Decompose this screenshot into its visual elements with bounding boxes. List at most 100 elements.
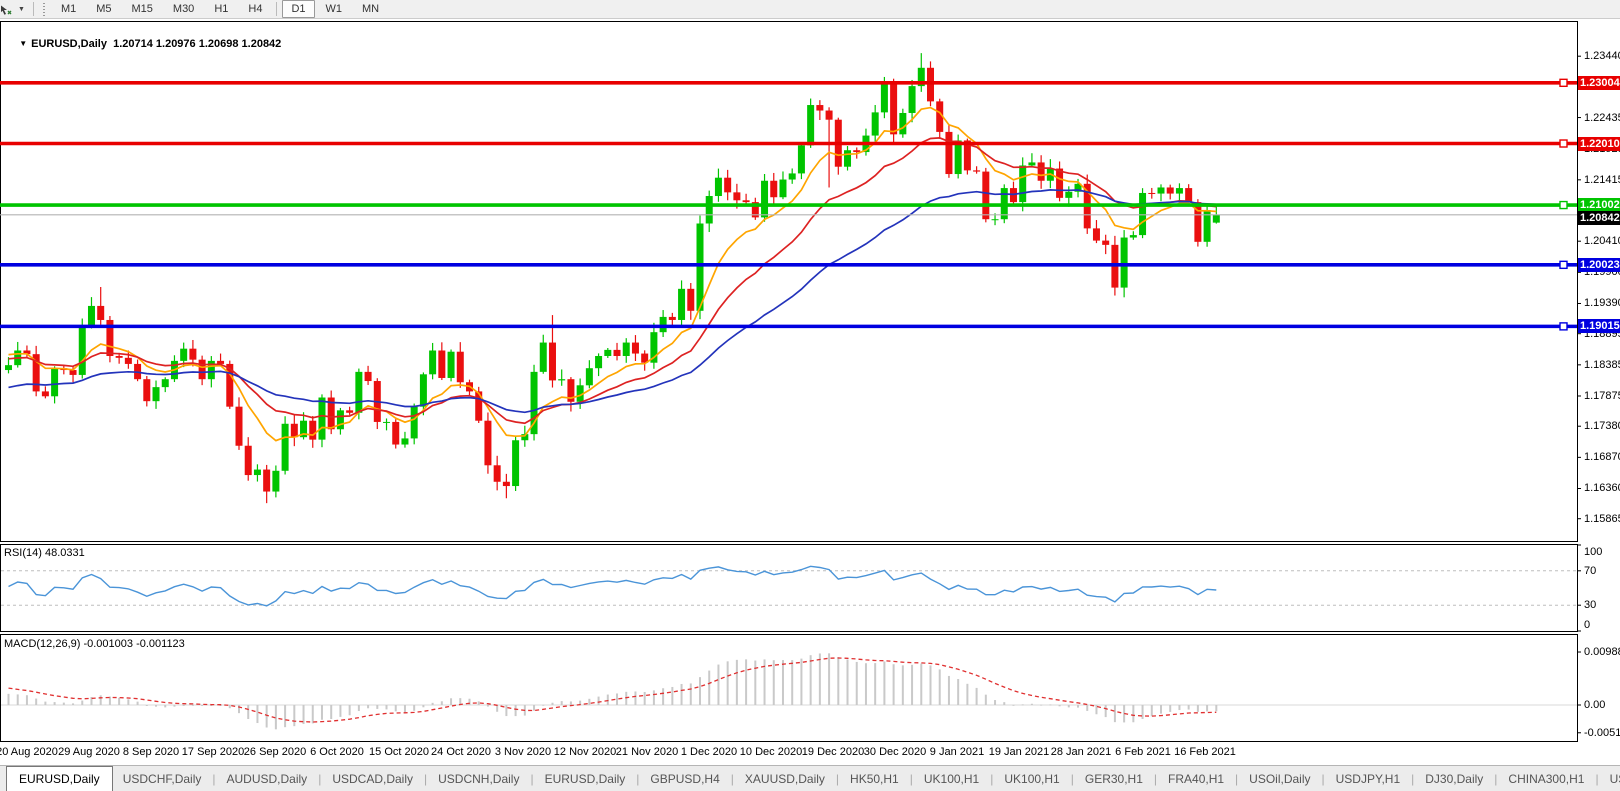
x-axis-label: 10 Dec 2020 [739,746,803,758]
y-axis-tick-label: 1.17875 [1584,389,1620,402]
toolbar-separator [276,2,278,16]
chart-tab-bar: EURUSD,Daily USDCHF,Daily | AUDUSD,Daily | US… [0,765,1620,791]
y-axis-tick-label: 1.18385 [1584,358,1620,371]
y-axis-tick-label: 1.23440 [1584,50,1620,63]
price-level-badge: 1.22010 [1578,136,1620,151]
dropdown-caret-icon[interactable]: ▼ [18,5,25,13]
x-axis-label: 6 Feb 2021 [1115,746,1171,758]
chart-tab-DJ30-Daily[interactable]: DJ30,Daily [1425,772,1484,786]
tab-separator: | [424,772,428,786]
y-axis-tick-label: 1.16870 [1584,451,1620,464]
tab-separator: | [909,772,913,786]
x-axis-label: 8 Sep 2020 [122,746,180,758]
x-axis-label: 24 Oct 2020 [431,746,491,758]
date-axis: 20 Aug 2020 29 Aug 2020 8 Sep 2020 17 Sep 2… [0,743,1577,764]
moving-average-mid [8,137,1217,425]
chart-tab-EURUSD-Daily[interactable]: EURUSD,Daily [544,772,626,786]
chart-tab-USDCAD-Daily[interactable]: USDCAD,Daily [332,772,413,786]
timeframe-button-MN[interactable]: MN [362,3,380,15]
x-axis-label: 16 Feb 2021 [1174,746,1236,758]
tab-separator: | [530,772,534,786]
price-level-badge: 1.21002 [1578,198,1620,213]
timeframe-button-W1[interactable]: W1 [325,3,343,15]
chart-tab-UK100-H1[interactable]: UK100,H1 [1004,772,1060,786]
tab-separator: | [1411,772,1415,786]
chart-tab-UK100-H1[interactable]: UK100,H1 [923,772,980,786]
level-line-handle[interactable] [1559,78,1568,88]
chart-tab-FRA40-H1[interactable]: FRA40,H1 [1168,772,1225,786]
y-axis-tick-label: 1.20410 [1584,235,1620,248]
chart-tab-GER30-H1[interactable]: GER30,H1 [1084,772,1143,786]
chart-tab-CHINA300-H1[interactable]: CHINA300,H1 [1508,772,1585,786]
timeframe-button-D1[interactable]: D1 [282,0,315,18]
timeframe-button-M1[interactable]: M1 [60,3,77,15]
tab-separator: | [730,772,734,786]
current-price-badge: 1.20842 [1578,210,1620,225]
tab-separator: | [318,772,322,786]
timeframe-button-M5[interactable]: M5 [96,3,112,15]
x-axis-label: 19 Jan 2021 [988,746,1050,758]
timeframe-toolbar: ▼ M1 M5 M15 M30 H1 H4 D1 W1 MN [0,0,1620,19]
macd-indicator-label: MACD(12,26,9) -0.001003 -0.001123 [4,638,185,650]
tab-separator: | [990,772,994,786]
x-axis-label: 17 Sep 2020 [181,746,245,758]
y-axis-tick-label: 1.19390 [1584,297,1620,310]
x-axis-label: 12 Nov 2020 [553,746,617,758]
tab-separator: | [1235,772,1239,786]
level-line-handle[interactable] [1559,139,1568,148]
toolbar-separator [32,2,34,16]
x-axis-label: 20 Aug 2020 [0,746,58,758]
timeframe-button-M15[interactable]: M15 [131,3,153,15]
timeframe-button-M30[interactable]: M30 [172,3,195,15]
chart-tab-USDCHF-Daily[interactable]: USDCHF,Daily [122,772,202,786]
timeframe-button-H1[interactable]: H1 [214,3,229,15]
chart-tab-USDCNH-Daily[interactable]: USDCNH,Daily [438,772,520,786]
y-axis-tick-label: 1.16360 [1584,482,1620,495]
tab-separator: | [1153,772,1158,786]
chart-tab-AUDUSD-Daily[interactable]: AUDUSD,Daily [226,772,308,786]
price-level-badge: 1.23004 [1578,75,1620,90]
chart-tab-XAUUSD-Daily[interactable]: XAUUSD,Daily [744,772,825,786]
macd-scale-label: -0.005182 [1584,726,1620,739]
x-axis-label: 19 Dec 2020 [801,746,865,758]
y-axis-tick-label: 1.17380 [1584,420,1620,433]
level-line-handle[interactable] [1559,322,1568,331]
chart-cursor-tool-icon[interactable]: ▼ [0,1,29,17]
x-axis-label: 6 Oct 2020 [310,746,364,758]
toolbar-drag-handle[interactable] [41,2,47,16]
tab-separator: | [212,772,216,786]
tab-separator: | [1321,772,1325,786]
rsi-scale-label: 0 [1584,619,1591,631]
price-level-badge: 1.20023 [1578,257,1620,272]
chart-tab-EURUSD-Daily[interactable]: EURUSD,Daily [6,766,113,791]
y-axis-tick-label: 1.21415 [1584,173,1620,186]
chart-tab-USC[interactable]: USC [1609,772,1620,786]
collapse-arrow-icon[interactable]: ▼ [19,39,28,48]
chart-tab-HK50-H1[interactable]: HK50,H1 [850,772,899,786]
level-line-handle[interactable] [1559,200,1568,210]
x-axis-label: 29 Aug 2020 [58,746,120,758]
x-axis-label: 26 Sep 2020 [243,746,307,758]
moving-average-fast [8,106,1217,442]
chart-tabs: EURUSD,Daily USDCHF,Daily | AUDUSD,Daily | US… [0,766,1620,791]
y-axis-tick-label: 1.15865 [1584,512,1620,525]
tab-separator: | [1070,772,1074,786]
y-axis-tick-label: 1.22435 [1584,111,1620,124]
panel-frame [0,21,1578,542]
rsi-scale-label: 70 [1584,564,1597,577]
x-axis-label: 1 Dec 2020 [680,746,738,758]
chart-tab-USDJPY-H1[interactable]: USDJPY,H1 [1335,772,1401,786]
timeframe-button-H4[interactable]: H4 [248,3,263,15]
chart-tab-GBPUSD-H4[interactable]: GBPUSD,H4 [650,772,720,786]
x-axis-label: 30 Dec 2020 [863,746,927,758]
macd-scale-label: 0.009885 [1584,646,1620,659]
level-line-handle[interactable] [1559,260,1568,270]
rsi-line [8,565,1217,607]
chart-symbol-period: EURUSD,Daily [31,38,107,50]
chart-canvas[interactable] [0,0,1620,765]
x-axis-label: 3 Nov 2020 [494,746,552,758]
chart-tab-USOil-Daily[interactable]: USOil,Daily [1249,772,1311,786]
panel-frame [0,544,1578,632]
rsi-scale-label: 30 [1584,599,1597,612]
price-level-badge: 1.19015 [1578,319,1620,334]
